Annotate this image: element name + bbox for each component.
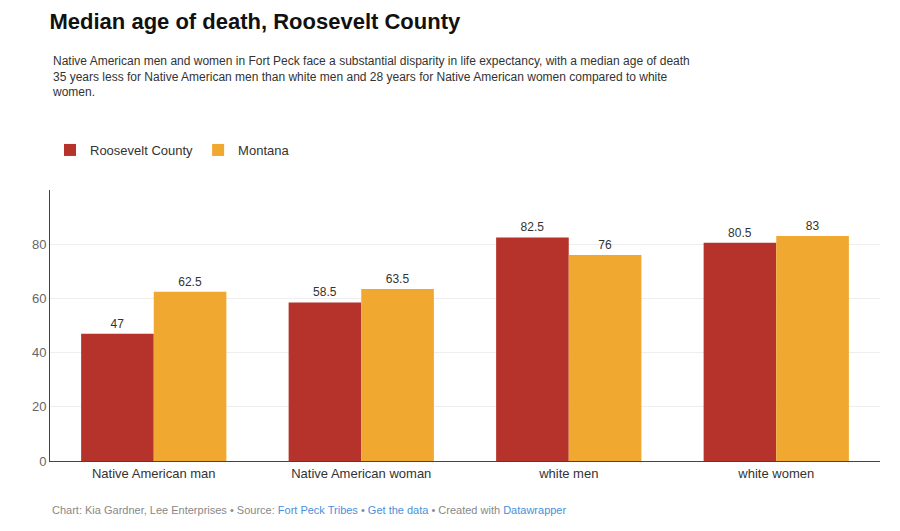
svg-text:40: 40 xyxy=(32,345,46,360)
svg-text:Roosevelt County: Roosevelt County xyxy=(90,143,193,158)
svg-text:20: 20 xyxy=(32,399,46,414)
svg-text:63.5: 63.5 xyxy=(386,272,410,286)
svg-text:Median age of death, Roosevelt: Median age of death, Roosevelt County xyxy=(50,9,461,34)
svg-text:83: 83 xyxy=(806,219,820,233)
svg-text:47: 47 xyxy=(111,317,125,331)
svg-text:0: 0 xyxy=(39,454,46,469)
svg-text:Native American woman: Native American woman xyxy=(291,466,431,481)
svg-text:white women: white women xyxy=(737,466,814,481)
svg-text:80: 80 xyxy=(32,237,46,252)
svg-text:60: 60 xyxy=(32,291,46,306)
svg-text:Montana: Montana xyxy=(238,143,289,158)
svg-text:Native American men and women: Native American men and women in Fort Pe… xyxy=(52,54,690,99)
svg-text:58.5: 58.5 xyxy=(313,285,337,299)
svg-text:Chart: Kia Gardner, Lee Enterp: Chart: Kia Gardner, Lee Enterprises • So… xyxy=(52,504,566,516)
svg-text:76: 76 xyxy=(598,238,612,252)
svg-text:82.5: 82.5 xyxy=(521,220,545,234)
svg-text:Native American man: Native American man xyxy=(92,466,216,481)
svg-text:white men: white men xyxy=(538,466,598,481)
svg-text:62.5: 62.5 xyxy=(178,275,202,289)
svg-text:80.5: 80.5 xyxy=(728,226,752,240)
